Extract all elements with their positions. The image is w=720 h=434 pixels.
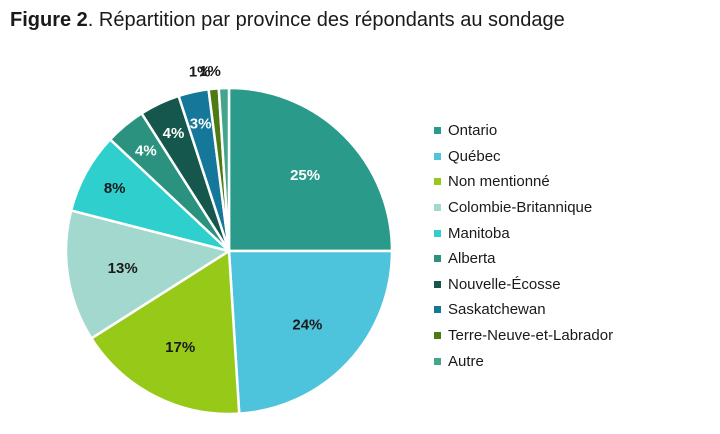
- legend-swatch: [434, 127, 441, 135]
- legend-label: Colombie-Britannique: [448, 199, 593, 217]
- slice-data-label: 17%: [165, 339, 195, 356]
- slice-data-label: 13%: [108, 260, 138, 277]
- legend-item: Ontario: [434, 118, 613, 144]
- pie-slice-10: [217, 86, 231, 252]
- legend-swatch: [434, 280, 441, 288]
- slice-data-label: 3%: [190, 116, 212, 133]
- legend-label: Québec: [448, 147, 501, 165]
- legend-label: Terre-Neuve-et-Labrador: [448, 327, 614, 345]
- figure-caption: . Répartition par province des répondant…: [87, 9, 565, 31]
- legend-item: Colombie-Britannique: [434, 195, 613, 221]
- legend-item: Alberta: [434, 246, 613, 272]
- pie-slice-3: [89, 248, 241, 416]
- legend-item: Terre-Neuve-et-Labrador: [434, 323, 613, 349]
- pie-slice-1: [227, 86, 394, 253]
- legend-label: Alberta: [448, 250, 496, 268]
- legend-label: Saskatchewan: [448, 301, 546, 319]
- legend-label: Manitoba: [448, 224, 510, 242]
- legend-label: Autre: [448, 352, 484, 370]
- slice-data-label: 25%: [290, 167, 320, 184]
- legend-item: Non mentionné: [434, 169, 613, 195]
- legend-item: Québec: [434, 144, 613, 170]
- figure-label: Figure 2: [10, 9, 88, 31]
- legend-swatch: [434, 255, 441, 263]
- pie-slice-4: [64, 208, 233, 341]
- pie-slice-2: [227, 249, 394, 416]
- chart-legend: Ontario Québec Non mentionné Colombie-Brita…: [434, 118, 613, 374]
- slice-data-label: 1%: [189, 64, 211, 81]
- legend-swatch: [434, 178, 441, 186]
- legend-item: Saskatchewan: [434, 297, 613, 323]
- legend-item: Manitoba: [434, 220, 613, 246]
- chart-title: Figure 2. Répartition par province des r…: [10, 9, 565, 32]
- legend-swatch: [434, 332, 441, 340]
- legend-swatch: [434, 152, 441, 160]
- legend-label: Ontario: [448, 122, 498, 140]
- slice-data-label: 24%: [292, 317, 322, 334]
- legend-item: Nouvelle-Écosse: [434, 272, 613, 298]
- slice-data-label: 4%: [135, 143, 157, 160]
- legend-item: Autre: [434, 348, 613, 374]
- legend-swatch: [434, 357, 441, 365]
- legend-swatch: [434, 204, 441, 212]
- legend-label: Non mentionné: [448, 173, 550, 191]
- legend-swatch: [434, 229, 441, 237]
- legend-swatch: [434, 306, 441, 314]
- legend-label: Nouvelle-Écosse: [448, 275, 561, 293]
- slice-data-label: 4%: [163, 125, 185, 142]
- slice-data-label: 8%: [104, 180, 126, 197]
- slice-data-label: 1%: [199, 63, 221, 80]
